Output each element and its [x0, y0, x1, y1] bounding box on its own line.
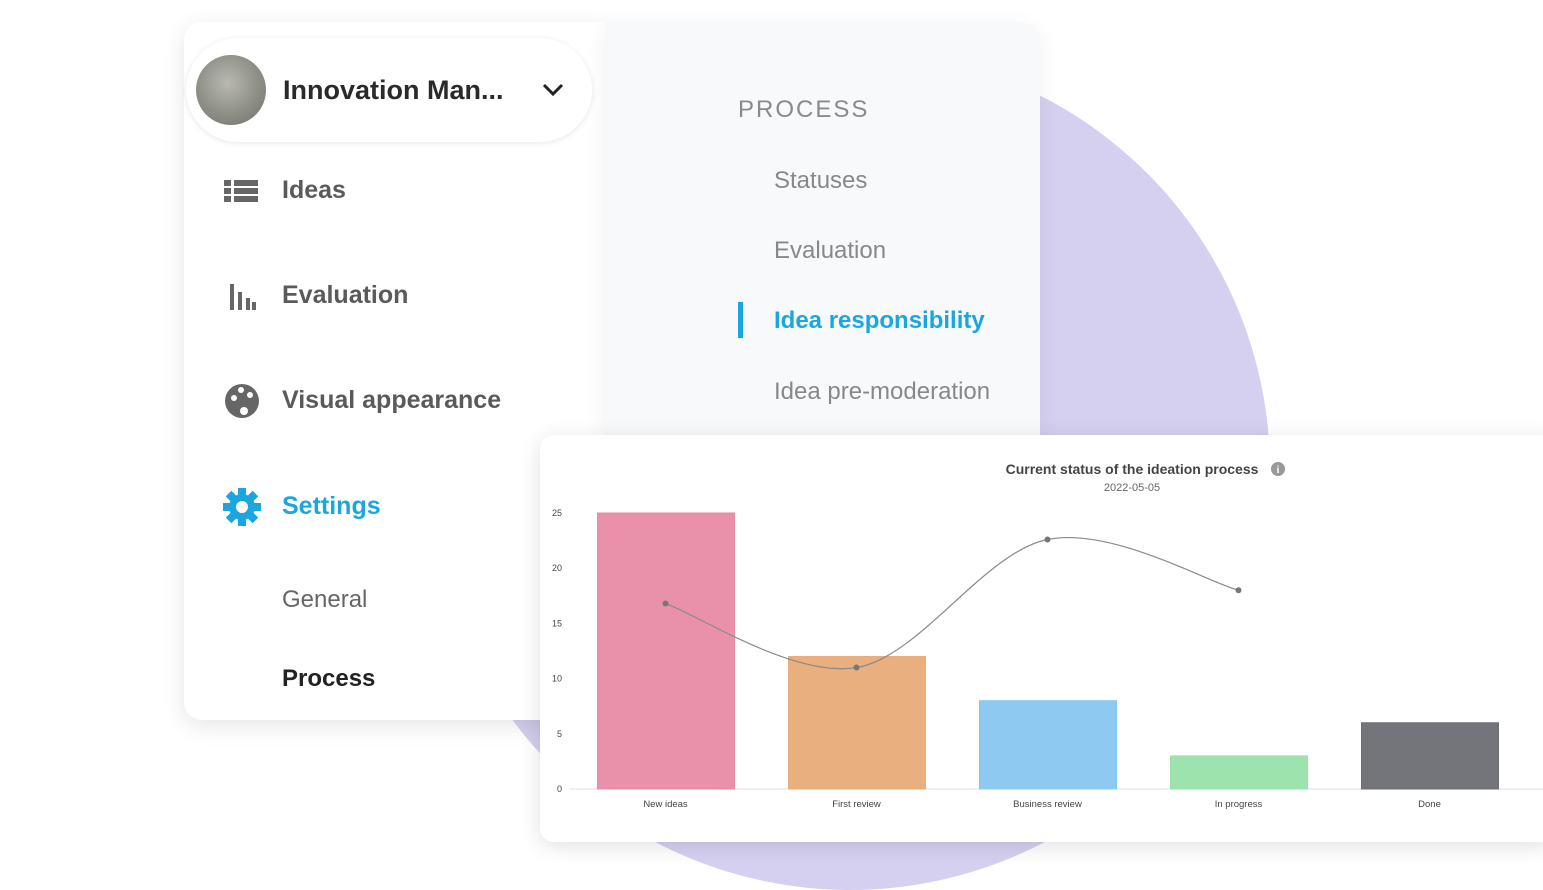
bar [788, 656, 926, 790]
line-point [1044, 536, 1051, 543]
y-tick-label: 0 [557, 784, 562, 794]
submenu-panel [605, 22, 1040, 435]
workspace-switcher[interactable]: Innovation Man... [186, 38, 592, 142]
y-tick-label: 10 [552, 674, 562, 684]
chart-title: Current status of the ideation process [1006, 461, 1259, 477]
bar [597, 512, 735, 790]
bar [1361, 722, 1499, 790]
x-tick-label: In progress [1215, 799, 1263, 810]
line-point [1235, 587, 1242, 594]
bar [979, 700, 1117, 790]
avatar [196, 55, 266, 125]
process-item[interactable]: Idea pre-moderation [774, 378, 991, 405]
line-point [662, 600, 669, 607]
menu-item[interactable]: Settings [282, 492, 381, 520]
chevron [542, 83, 564, 97]
chart-card: Current status of the ideation process i… [540, 435, 1543, 842]
menu-item[interactable]: Evaluation [282, 281, 409, 309]
y-tick-label: 5 [557, 729, 562, 739]
chart: Current status of the ideation process i… [552, 461, 1543, 810]
page: Innovation Man... Ideas Evaluation Visua… [186, 22, 1543, 890]
x-tick-label: First review [832, 799, 881, 810]
info-glyph: i [1277, 465, 1280, 476]
line [665, 537, 1239, 670]
x-tick-label: Business review [1013, 799, 1082, 810]
x-tick-label: New ideas [643, 799, 688, 810]
bar [1170, 755, 1308, 790]
menu-item[interactable]: Visual appearance [282, 386, 502, 414]
info-icon[interactable] [1271, 462, 1285, 476]
submenu-item[interactable]: General [282, 586, 368, 613]
process-item[interactable]: Idea responsibility [774, 307, 985, 334]
menu-icons [223, 180, 261, 526]
process-item[interactable]: Evaluation [774, 237, 887, 264]
x-tick-label: Done [1418, 799, 1441, 810]
menu-item[interactable]: Ideas [282, 176, 346, 204]
chart-subtitle: 2022-05-05 [1104, 482, 1160, 494]
line-point [853, 664, 860, 671]
submenu-item[interactable]: Process [282, 665, 376, 692]
y-tick-label: 15 [552, 618, 562, 628]
workspace-name: Innovation Man... [283, 75, 504, 105]
active-indicator [738, 302, 743, 338]
y-tick-label: 20 [552, 563, 562, 573]
process-item[interactable]: Statuses [774, 167, 868, 194]
section-heading: PROCESS [738, 96, 870, 123]
y-tick-label: 25 [552, 508, 562, 518]
